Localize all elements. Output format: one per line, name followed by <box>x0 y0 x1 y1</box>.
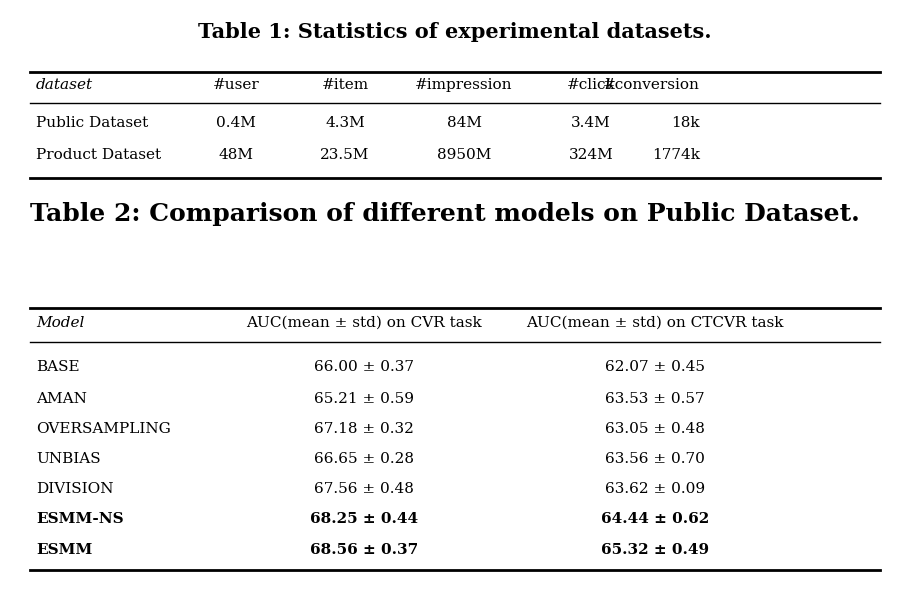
Text: 62.07 ± 0.45: 62.07 ± 0.45 <box>605 360 705 374</box>
Text: 23.5M: 23.5M <box>320 148 369 162</box>
Text: 1774k: 1774k <box>652 148 700 162</box>
Text: 68.25 ± 0.44: 68.25 ± 0.44 <box>310 512 418 526</box>
Text: #user: #user <box>213 78 259 92</box>
Text: dataset: dataset <box>36 78 93 92</box>
Text: #click: #click <box>567 78 615 92</box>
Text: ESMM: ESMM <box>36 543 93 557</box>
Text: 324M: 324M <box>569 148 613 162</box>
Text: Product Dataset: Product Dataset <box>36 148 161 162</box>
Text: BASE: BASE <box>36 360 80 374</box>
Text: 65.21 ± 0.59: 65.21 ± 0.59 <box>314 392 414 406</box>
Text: 18k: 18k <box>672 116 700 130</box>
Text: AMAN: AMAN <box>36 392 86 406</box>
Text: 68.56 ± 0.37: 68.56 ± 0.37 <box>310 543 418 557</box>
Text: 67.56 ± 0.48: 67.56 ± 0.48 <box>314 482 414 496</box>
Text: AUC(mean ± std) on CVR task: AUC(mean ± std) on CVR task <box>246 316 482 330</box>
Text: 48M: 48M <box>218 148 254 162</box>
Text: #impression: #impression <box>415 78 512 92</box>
Text: 66.65 ± 0.28: 66.65 ± 0.28 <box>314 452 414 466</box>
Text: 66.00 ± 0.37: 66.00 ± 0.37 <box>314 360 414 374</box>
Text: AUC(mean ± std) on CTCVR task: AUC(mean ± std) on CTCVR task <box>526 316 784 330</box>
Text: #conversion: #conversion <box>603 78 700 92</box>
Text: 84M: 84M <box>447 116 481 130</box>
Text: 8950M: 8950M <box>437 148 491 162</box>
Text: OVERSAMPLING: OVERSAMPLING <box>36 422 171 436</box>
Text: UNBIAS: UNBIAS <box>36 452 101 466</box>
Text: 63.53 ± 0.57: 63.53 ± 0.57 <box>605 392 705 406</box>
Text: 63.05 ± 0.48: 63.05 ± 0.48 <box>605 422 705 436</box>
Text: Table 2: Comparison of different models on Public Dataset.: Table 2: Comparison of different models … <box>30 202 860 226</box>
Text: DIVISION: DIVISION <box>36 482 114 496</box>
Text: 3.4M: 3.4M <box>571 116 611 130</box>
Text: 0.4M: 0.4M <box>216 116 256 130</box>
Text: Table 1: Statistics of experimental datasets.: Table 1: Statistics of experimental data… <box>198 22 712 42</box>
Text: Public Dataset: Public Dataset <box>36 116 148 130</box>
Text: 65.32 ± 0.49: 65.32 ± 0.49 <box>601 543 709 557</box>
Text: Model: Model <box>36 316 85 330</box>
Text: #item: #item <box>321 78 369 92</box>
Text: 63.56 ± 0.70: 63.56 ± 0.70 <box>605 452 705 466</box>
Text: 4.3M: 4.3M <box>325 116 365 130</box>
Text: ESMM-NS: ESMM-NS <box>36 512 124 526</box>
Text: 67.18 ± 0.32: 67.18 ± 0.32 <box>314 422 414 436</box>
Text: 64.44 ± 0.62: 64.44 ± 0.62 <box>601 512 709 526</box>
Text: 63.62 ± 0.09: 63.62 ± 0.09 <box>605 482 705 496</box>
